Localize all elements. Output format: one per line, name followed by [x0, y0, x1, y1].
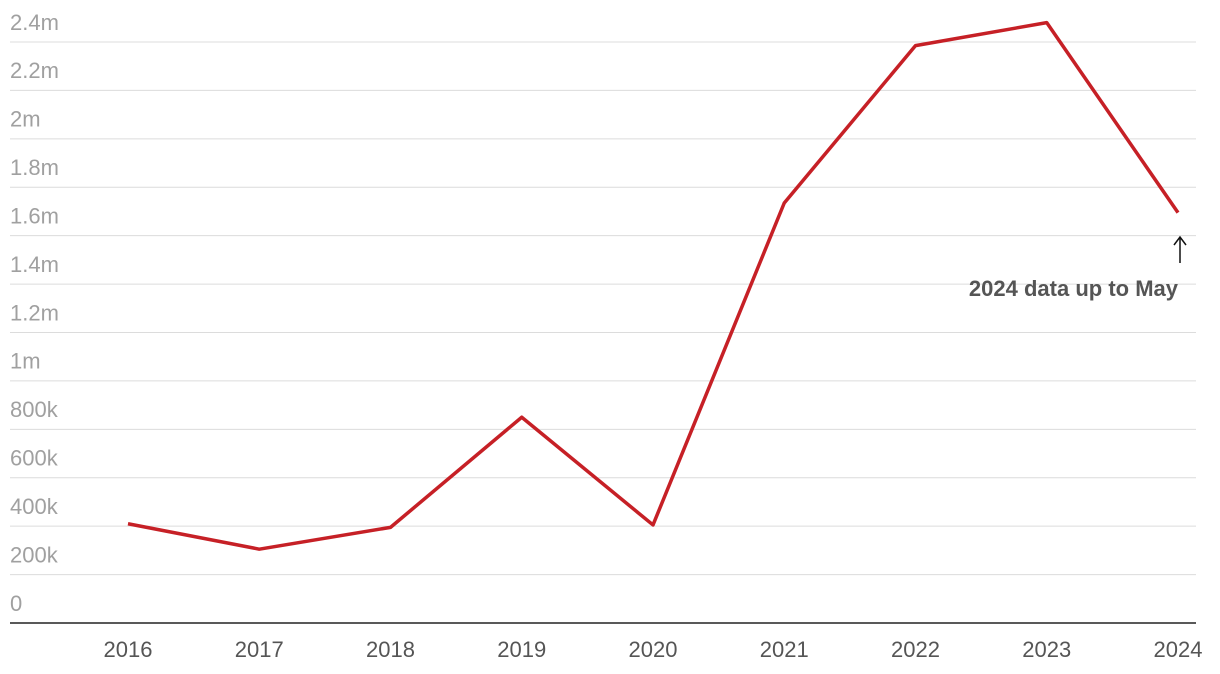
x-tick-label: 2017 — [235, 637, 284, 662]
y-tick-label: 1.4m — [10, 252, 59, 277]
annotation: 2024 data up to May — [969, 276, 1179, 301]
y-tick-label: 1.6m — [10, 203, 59, 228]
annotation-arrow — [1173, 235, 1187, 263]
x-tick-label: 2022 — [891, 637, 940, 662]
y-tick-label: 1.8m — [10, 155, 59, 180]
x-tick-label: 2018 — [366, 637, 415, 662]
y-tick-label: 0 — [10, 591, 22, 616]
x-tick-label: 2021 — [760, 637, 809, 662]
y-tick-label: 2.4m — [10, 10, 59, 35]
y-tick-label: 2m — [10, 107, 41, 132]
y-tick-label: 200k — [10, 542, 59, 567]
x-tick-label: 2024 — [1154, 637, 1203, 662]
x-tick-label: 2019 — [497, 637, 546, 662]
line — [127, 20, 1180, 551]
y-tick-label: 1.2m — [10, 300, 59, 325]
x-tick-label: 2023 — [1022, 637, 1071, 662]
y-tick-label: 1m — [10, 349, 41, 374]
x-tick-label: 2016 — [104, 637, 153, 662]
x-tick-label: 2020 — [629, 637, 678, 662]
y-tick-label: 800k — [10, 397, 59, 422]
y-tick-label: 2.2m — [10, 58, 59, 83]
y-tick-label: 600k — [10, 446, 59, 471]
y-tick-label: 400k — [10, 494, 59, 519]
